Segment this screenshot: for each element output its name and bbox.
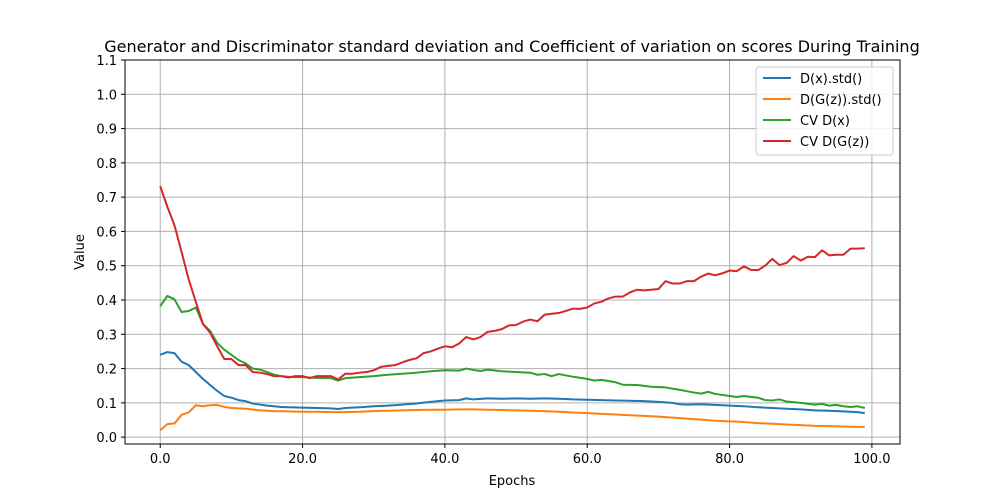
y-tick-label: 0.6 — [96, 225, 117, 240]
chart-title: Generator and Discriminator standard dev… — [104, 37, 919, 56]
legend-label: CV D(G(z)) — [800, 135, 869, 150]
x-axis-label: Epochs — [489, 474, 536, 489]
y-tick-label: 0.9 — [96, 123, 117, 138]
x-tick-label: 100.0 — [853, 452, 890, 467]
y-axis: 0.0 0.1 0.2 0.3 0.4 0.5 0.6 0.7 0.8 0.9 1.0 1.1 — [96, 54, 125, 446]
series-line-3 — [159, 294, 866, 409]
x-tick-label: 20.0 — [288, 452, 317, 467]
legend-label: D(G(z)).std() — [800, 93, 882, 108]
y-tick-label: 0.5 — [96, 260, 117, 275]
x-tick-label: 60.0 — [573, 452, 602, 467]
series-line-1 — [159, 351, 865, 415]
y-tick-label: 1.0 — [96, 88, 117, 103]
y-tick-label: 0.3 — [96, 328, 117, 343]
y-tick-label: 0.7 — [96, 191, 117, 206]
y-tick-label: 0.0 — [96, 431, 117, 446]
legend-box — [755, 66, 894, 156]
y-tick-label: 1.1 — [96, 54, 117, 69]
y-tick-label: 0.2 — [96, 363, 117, 378]
series-lines — [159, 185, 866, 432]
y-tick-label: 0.1 — [96, 397, 117, 412]
y-axis-label: Value — [73, 234, 88, 270]
y-tick-label: 0.8 — [96, 157, 117, 172]
x-axis: 0.0 20.0 40.0 60.0 80.0 100.0 — [150, 444, 890, 467]
legend-label: D(x).std() — [800, 72, 862, 87]
x-tick-label: 40.0 — [430, 452, 459, 467]
legend: D(x).std() D(G(z)).std() CV D(x) CV D(G(z)) — [755, 66, 894, 156]
legend-label: CV D(x) — [800, 114, 850, 129]
x-tick-label: 0.0 — [150, 452, 171, 467]
plot-frame — [124, 59, 901, 445]
series-line-2 — [159, 403, 865, 432]
y-tick-label: 0.4 — [96, 294, 117, 309]
series-line-4 — [159, 185, 865, 381]
x-tick-label: 80.0 — [715, 452, 744, 467]
